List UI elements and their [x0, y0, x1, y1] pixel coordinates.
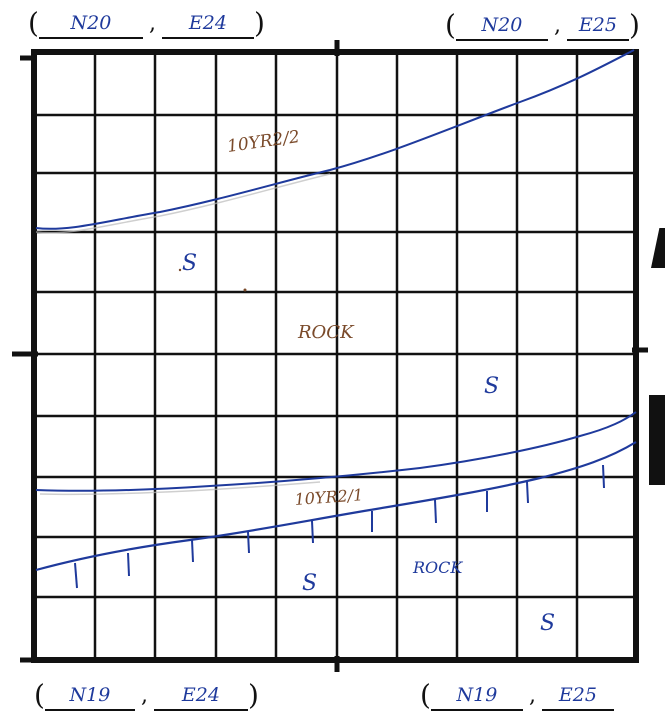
stray-dot	[178, 268, 182, 272]
corner-label-top-left: (N20, E24)	[28, 6, 265, 40]
lower-soil-color-label: 10YR2/1	[294, 485, 364, 509]
soil-label-middle: S	[484, 374, 499, 399]
soil-label-lower-right: S	[540, 611, 555, 636]
corner-label-top-right: (N20, E25)	[445, 8, 640, 42]
grid-lines	[34, 52, 636, 660]
upper-soil-color-label: 10YR2/2	[226, 127, 301, 157]
border-tick-marks	[12, 40, 648, 672]
soil-label-upper: S	[182, 251, 197, 276]
northing-top-left: N20	[38, 9, 143, 39]
northing-bottom-right: N19	[430, 681, 523, 711]
edge-mark-lower	[649, 395, 665, 485]
rock-edge-hachures	[74, 464, 605, 589]
stray-dot	[243, 288, 247, 292]
grid-border	[31, 49, 639, 663]
lower-soil-boundary-top	[35, 411, 637, 492]
northing-bottom-left: N19	[44, 681, 135, 711]
upper-soil-boundary	[35, 49, 635, 230]
easting-bottom-left: E24	[153, 681, 248, 711]
rock-label-middle: ROCK	[297, 322, 355, 343]
corner-label-bottom-right: (N19, E25	[420, 680, 614, 711]
northing-top-right: N20	[455, 11, 548, 41]
rock-label-lower: ROCK	[412, 558, 463, 577]
easting-top-left: E24	[161, 9, 254, 39]
easting-bottom-right: E25	[541, 681, 614, 711]
soil-label-lower-left: S	[302, 571, 317, 596]
easting-top-right: E25	[566, 11, 629, 41]
rock-edge-line	[35, 441, 637, 572]
corner-label-bottom-left: (N19, E24)	[34, 678, 259, 712]
